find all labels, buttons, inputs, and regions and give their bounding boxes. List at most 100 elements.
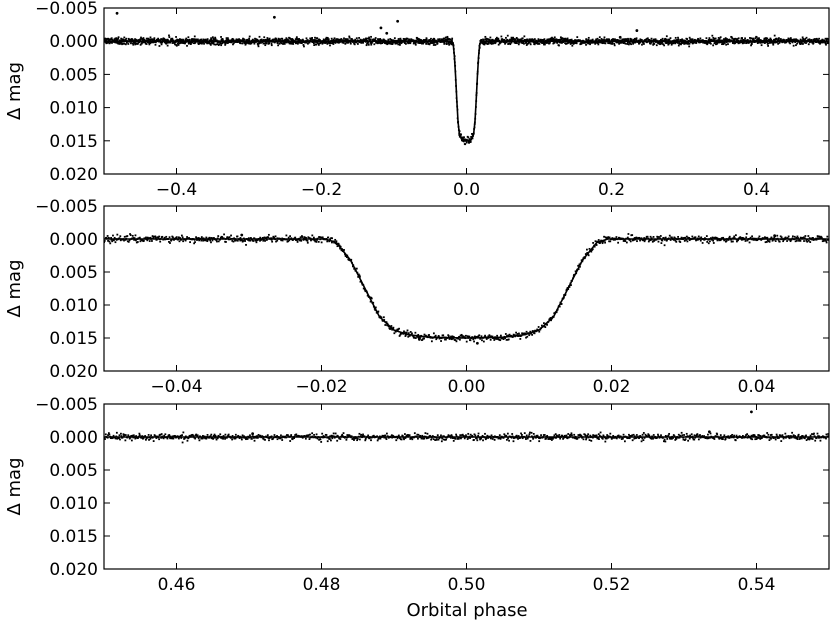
data-point (115, 37, 118, 40)
data-point (453, 339, 456, 341)
data-point (741, 41, 744, 44)
data-point (465, 334, 467, 337)
data-point (627, 43, 630, 46)
data-point (811, 433, 813, 435)
data-point (680, 39, 683, 42)
data-point (512, 36, 515, 39)
data-point (657, 433, 659, 436)
data-point (685, 238, 688, 241)
data-point (142, 437, 145, 440)
data-point (756, 38, 758, 41)
data-point (153, 37, 156, 40)
data-point (177, 41, 180, 44)
data-point (460, 437, 462, 440)
data-point (720, 437, 723, 439)
data-point (521, 332, 523, 335)
data-point (472, 338, 475, 341)
data-point (189, 43, 192, 45)
data-point (206, 434, 209, 436)
data-point (376, 42, 379, 45)
data-point (798, 239, 800, 242)
data-point (632, 433, 635, 436)
data-point (252, 41, 255, 44)
data-point (683, 434, 685, 436)
data-point (298, 38, 300, 40)
data-point (458, 437, 460, 440)
data-point (577, 264, 580, 267)
data-point (404, 335, 407, 337)
data-point (800, 41, 803, 44)
data-point (636, 240, 638, 243)
data-point (430, 438, 433, 441)
data-point (135, 435, 138, 437)
data-point (728, 38, 731, 41)
data-point (715, 41, 718, 44)
data-point (294, 236, 297, 239)
data-point (559, 41, 562, 44)
data-point (774, 39, 776, 42)
data-point (154, 235, 157, 238)
data-point (194, 241, 196, 244)
data-point (624, 240, 627, 243)
data-point (108, 38, 111, 41)
data-point (272, 235, 275, 238)
data-point (553, 41, 556, 44)
data-point (225, 241, 227, 243)
data-point (105, 39, 107, 42)
data-point (400, 438, 403, 441)
data-point (166, 41, 169, 44)
data-point (121, 43, 123, 46)
data-point (598, 36, 601, 39)
data-point (227, 433, 230, 436)
data-point (468, 141, 470, 144)
data-point (642, 41, 645, 44)
data-point (596, 37, 599, 40)
data-point (315, 43, 318, 46)
data-point (781, 434, 784, 437)
data-point (235, 38, 238, 41)
data-point (224, 43, 227, 46)
data-point (775, 38, 778, 40)
data-point (598, 39, 601, 41)
data-point (821, 38, 824, 41)
data-point (224, 437, 226, 440)
data-point (482, 340, 485, 343)
data-point (267, 233, 270, 236)
data-point (358, 41, 361, 44)
data-point (198, 239, 201, 242)
data-point (401, 434, 404, 437)
data-point (416, 335, 419, 338)
data-point (806, 438, 809, 440)
data-point (308, 41, 311, 44)
data-point (262, 39, 265, 41)
data-point (719, 434, 722, 436)
data-point (672, 436, 675, 439)
data-point (160, 433, 163, 435)
data-point (289, 38, 292, 40)
data-point (284, 39, 287, 41)
data-point (414, 337, 417, 339)
data-point (277, 44, 280, 47)
data-point (234, 239, 236, 242)
data-point (334, 238, 337, 241)
data-point (450, 338, 453, 341)
data-point (454, 437, 457, 440)
data-point (443, 41, 446, 44)
data-point (173, 435, 175, 438)
data-point (224, 433, 227, 436)
data-point (241, 434, 244, 437)
data-point (694, 39, 697, 42)
data-point (168, 34, 170, 37)
data-point (289, 440, 292, 442)
y-tick-label: −0.005 (35, 0, 98, 19)
data-point (319, 39, 321, 42)
data-point (107, 37, 109, 40)
data-point (599, 41, 602, 44)
data-point (399, 43, 401, 46)
data-point (230, 234, 232, 237)
data-point (576, 437, 579, 440)
data-point (688, 437, 691, 440)
data-point (805, 42, 807, 44)
data-point (289, 41, 292, 43)
data-point (668, 42, 670, 45)
